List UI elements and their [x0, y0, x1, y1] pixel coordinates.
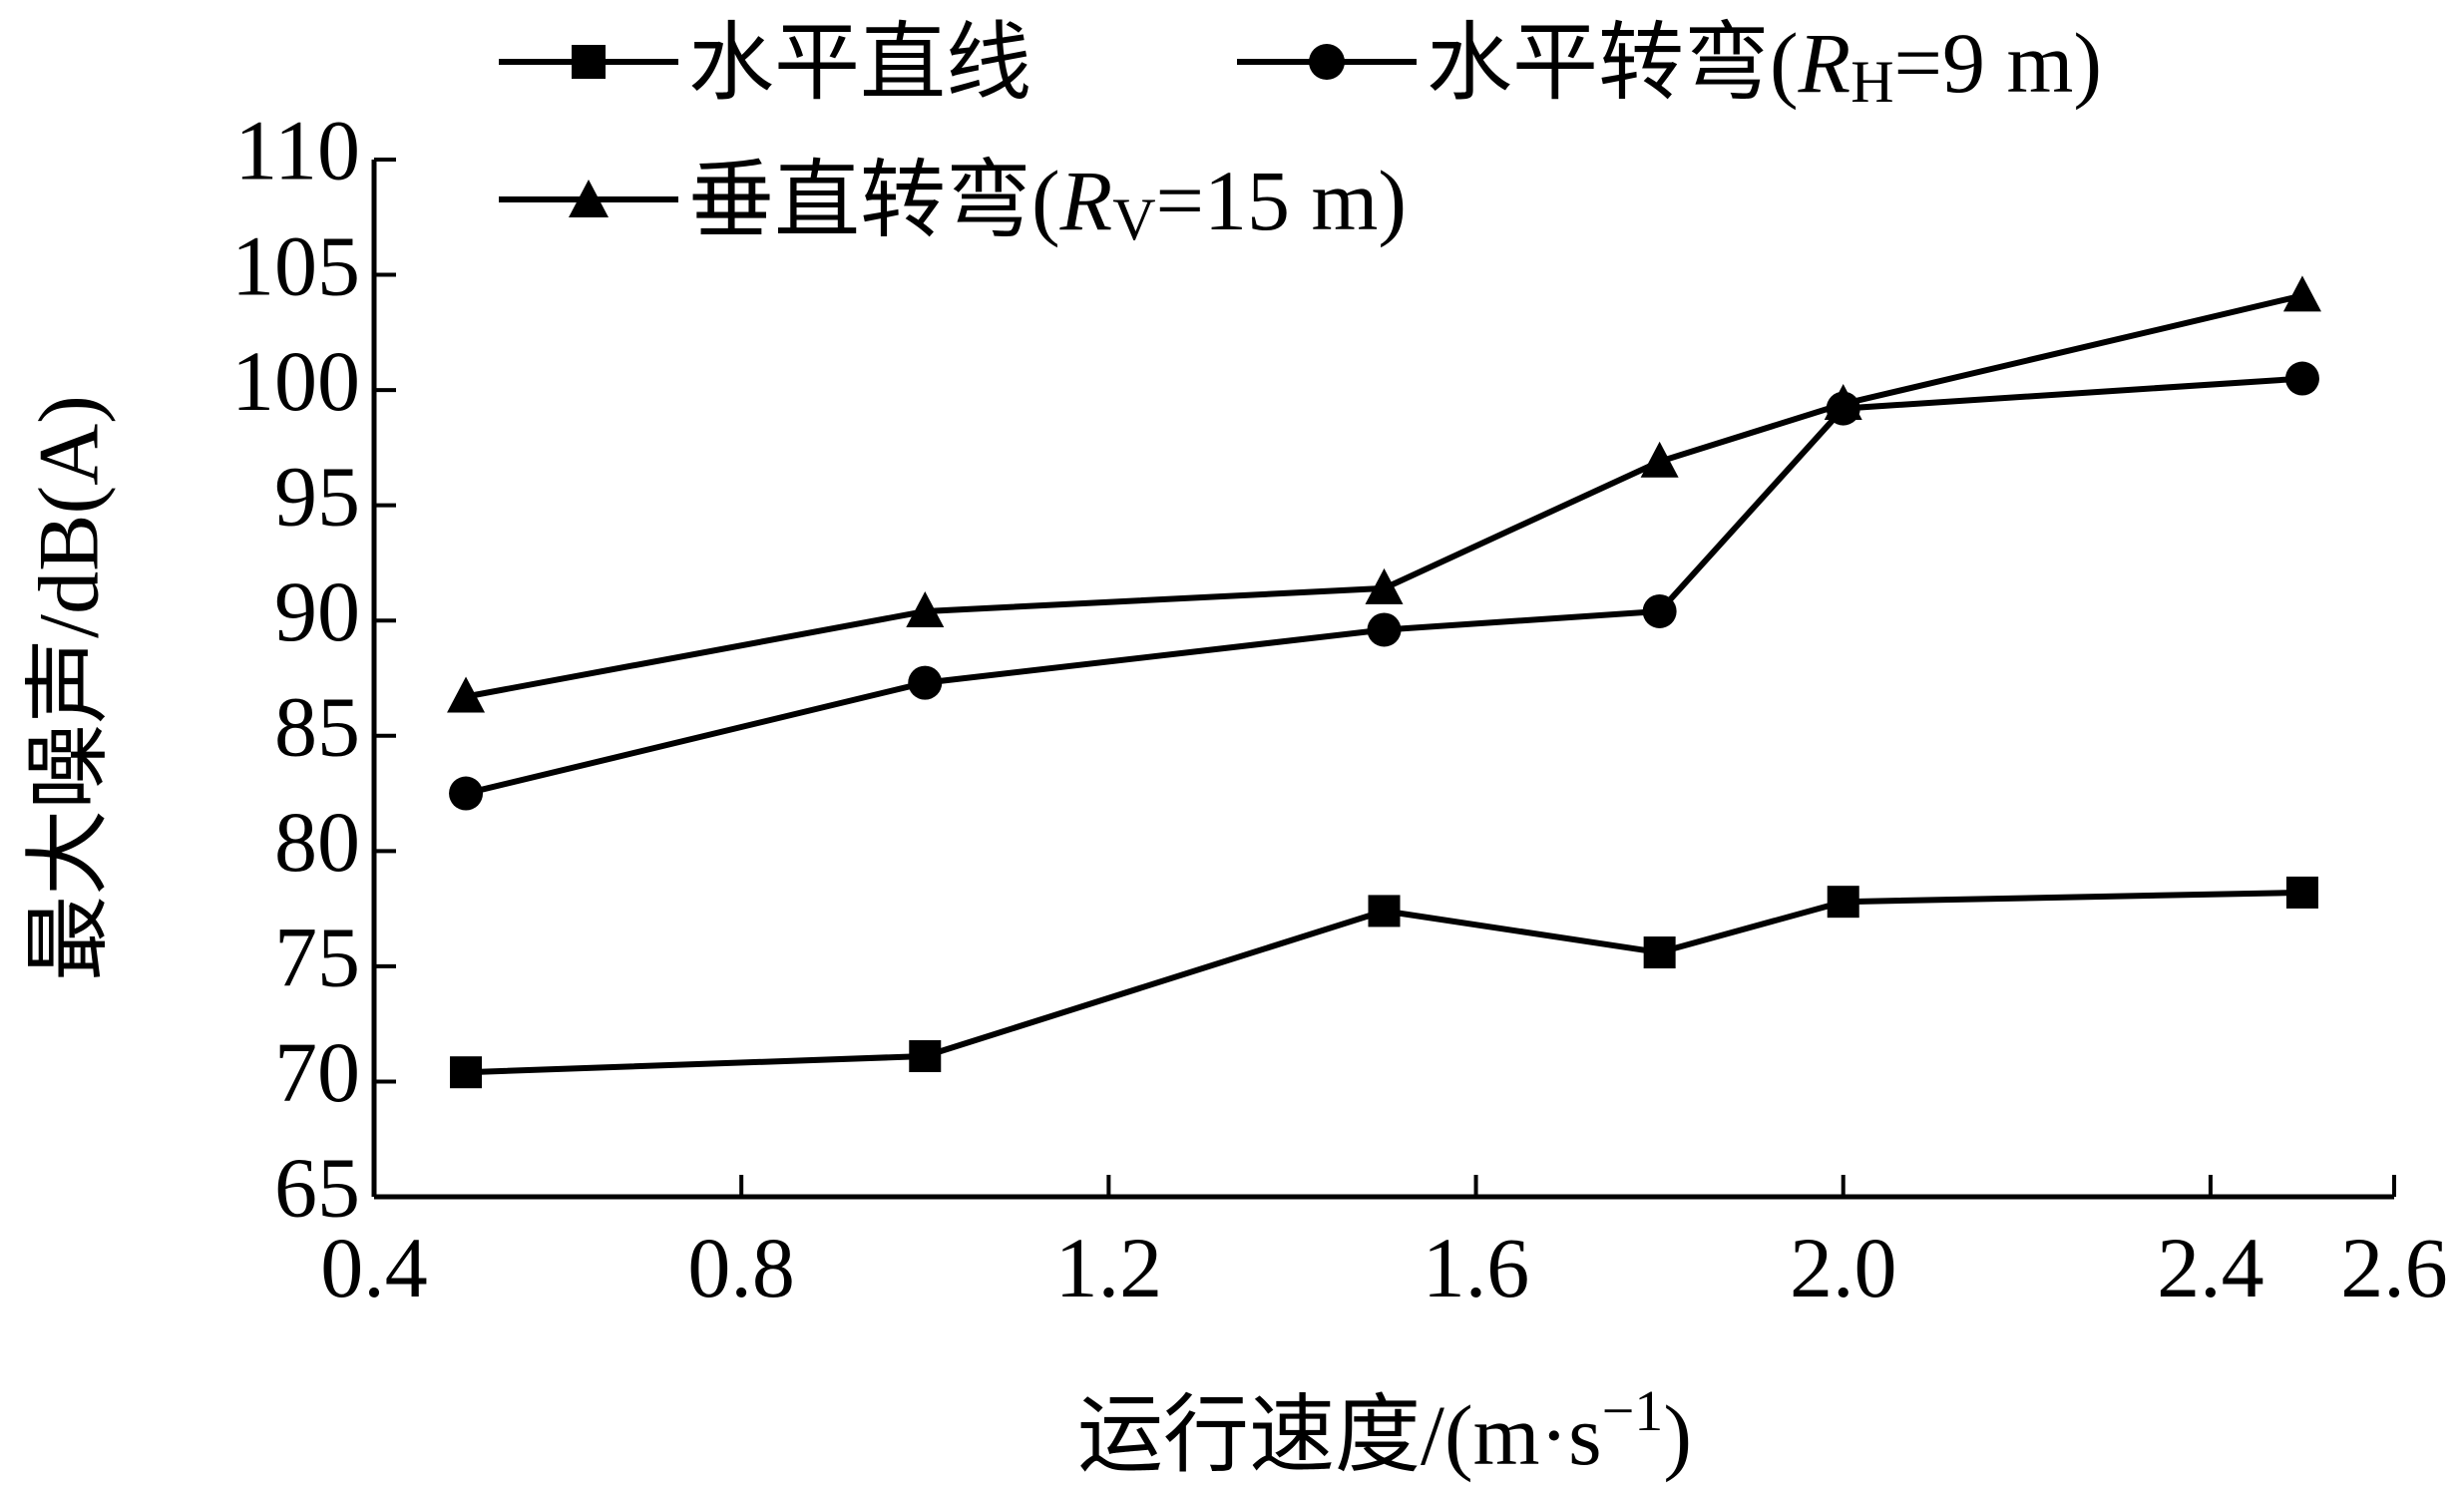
- y-tick-label: 90: [274, 563, 360, 659]
- legend-label-series-3-tail: =15 m): [1156, 153, 1408, 248]
- data-point-triangle: [1640, 441, 1679, 478]
- y-axis-title: 最大噪声/dB(A): [21, 395, 117, 981]
- legend-label-series-1: 水平直线: [688, 15, 1031, 111]
- series-layer: [447, 275, 2321, 1089]
- legend-label-series-3-var: R: [1059, 153, 1113, 248]
- x-tick-label: 0.4: [320, 1220, 428, 1315]
- x-axis-title-sup: −1: [1602, 1378, 1664, 1443]
- y-tick-label: 80: [274, 794, 360, 890]
- series-1: [450, 876, 2318, 1089]
- legend: 水平直线 水平转弯(RH=9 m) 垂直转弯(RV=15 m): [499, 15, 2102, 252]
- data-point-triangle: [2282, 275, 2321, 312]
- series-line-3: [465, 292, 2303, 700]
- x-tick-label: 2.0: [1790, 1220, 1897, 1315]
- legend-label-series-3-text: 垂直转弯(: [688, 153, 1060, 248]
- y-tick-label: 105: [231, 217, 360, 313]
- data-point-circle: [449, 776, 484, 811]
- series-line-2: [465, 375, 2303, 797]
- legend-marker-triangle: [569, 180, 609, 217]
- data-point-triangle: [1824, 383, 1862, 420]
- legend-label-series-2-sub: H: [1850, 49, 1893, 115]
- data-point-circle: [2284, 361, 2319, 396]
- data-point-triangle: [447, 676, 486, 713]
- y-tick-label: 75: [274, 910, 360, 1005]
- legend-label-series-2-text: 水平转弯(: [1427, 15, 1799, 111]
- x-ticks: 0.4 0.8 1.2 1.6 2.0 2.4 2.6: [320, 1175, 2448, 1315]
- legend-item-series-1: 水平直线: [499, 15, 1031, 111]
- legend-marker-square: [572, 45, 606, 79]
- x-tick-label: 2.6: [2340, 1220, 2448, 1315]
- x-axis-title-main: 运行速度/(m·s: [1077, 1387, 1602, 1483]
- series-3: [447, 275, 2321, 713]
- series-line-1: [465, 889, 2303, 1076]
- data-point-triangle: [906, 590, 945, 627]
- y-ticks: 65 70 75 80 85 90 95 100 105 110: [231, 103, 396, 1236]
- data-point-square: [909, 1040, 942, 1073]
- y-tick-label: 70: [274, 1024, 360, 1120]
- data-point-circle: [1642, 593, 1677, 628]
- data-point-square: [1827, 886, 1859, 919]
- data-point-square: [1643, 936, 1676, 969]
- legend-label-series-2-var: R: [1798, 15, 1851, 111]
- legend-label-series-2-tail: =9 m): [1894, 15, 2103, 111]
- x-axis-title: 运行速度/(m·s−1): [1077, 1378, 1692, 1483]
- x-tick-label: 1.2: [1055, 1220, 1163, 1315]
- x-tick-label: 1.6: [1423, 1220, 1530, 1315]
- axes: [371, 160, 2394, 1200]
- y-tick-label: 95: [274, 448, 360, 544]
- x-tick-label: 0.8: [687, 1220, 795, 1315]
- data-point-square: [1368, 895, 1401, 928]
- y-tick-label: 65: [274, 1140, 360, 1236]
- y-tick-label: 85: [274, 679, 360, 775]
- legend-label-series-3-sub: V: [1112, 186, 1155, 252]
- y-tick-label: 110: [234, 103, 360, 198]
- legend-item-series-3: 垂直转弯(RV=15 m): [499, 153, 1407, 252]
- data-point-circle: [908, 665, 943, 700]
- series-2: [449, 361, 2319, 811]
- x-axis-title-close: ): [1663, 1387, 1692, 1483]
- data-point-circle: [1367, 612, 1402, 647]
- x-tick-label: 2.4: [2157, 1220, 2264, 1315]
- legend-label-series-3: 垂直转弯(RV=15 m): [688, 153, 1407, 252]
- y-tick-label: 100: [231, 333, 360, 429]
- data-point-square: [450, 1056, 483, 1089]
- data-point-square: [2285, 876, 2318, 909]
- legend-marker-circle: [1309, 44, 1345, 80]
- data-point-triangle: [1365, 567, 1404, 604]
- legend-label-series-2: 水平转弯(RH=9 m): [1427, 15, 2102, 115]
- legend-item-series-2: 水平转弯(RH=9 m): [1237, 15, 2102, 115]
